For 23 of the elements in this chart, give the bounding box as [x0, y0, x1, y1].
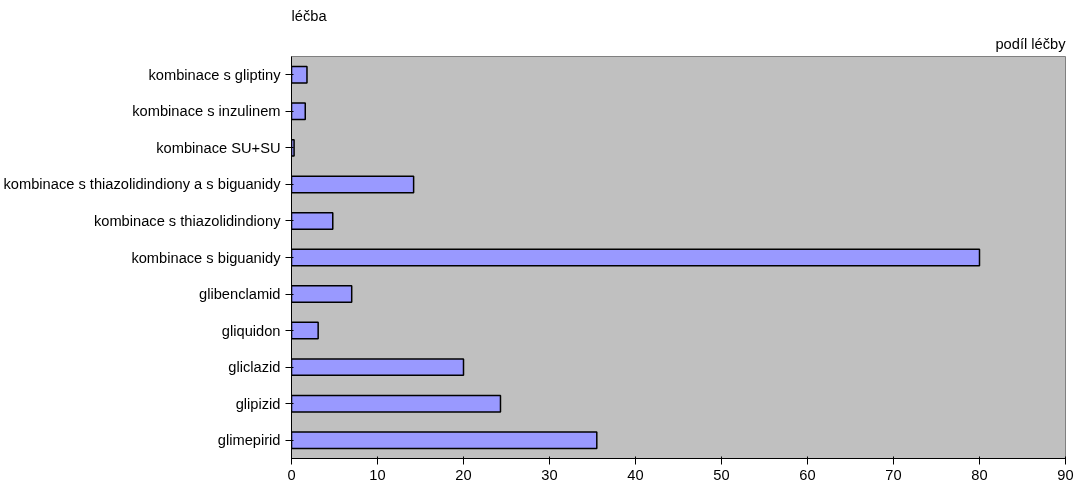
y-tick-label: gliclazid	[228, 359, 281, 376]
y-tick-label: glibenclamid	[199, 286, 281, 303]
y-axis-title: léčba	[291, 7, 328, 24]
x-tick-label: 40	[627, 466, 644, 483]
y-tick-label: kombinace s thiazolidindiony a s biguanidy	[3, 176, 282, 193]
x-tick-label: 50	[713, 466, 730, 483]
y-tick-label: kombinace s inzulinem	[132, 103, 281, 120]
x-tick-label: 0	[287, 466, 296, 483]
x-tick-label: 10	[369, 466, 386, 483]
y-tick-label: kombinace s biguanidy	[131, 249, 282, 266]
y-tick-label: kombinace SU+SU	[156, 139, 281, 156]
y-tick-label: glipizid	[235, 395, 281, 412]
x-tick-label: 80	[971, 466, 988, 483]
x-tick-label: 30	[541, 466, 558, 483]
x-tick-label: 90	[1057, 466, 1074, 483]
y-tick-label: gliquidon	[221, 322, 281, 339]
x-tick-label: 20	[455, 466, 472, 483]
y-tick-label: kombinace s gliptiny	[148, 66, 282, 83]
x-axis-title: podíl léčby	[995, 35, 1067, 52]
y-tick-label: kombinace s thiazolidindiony	[93, 212, 282, 229]
y-tick-label: glimepirid	[217, 432, 281, 449]
x-tick-label: 60	[799, 466, 816, 483]
x-tick-label: 70	[885, 466, 902, 483]
